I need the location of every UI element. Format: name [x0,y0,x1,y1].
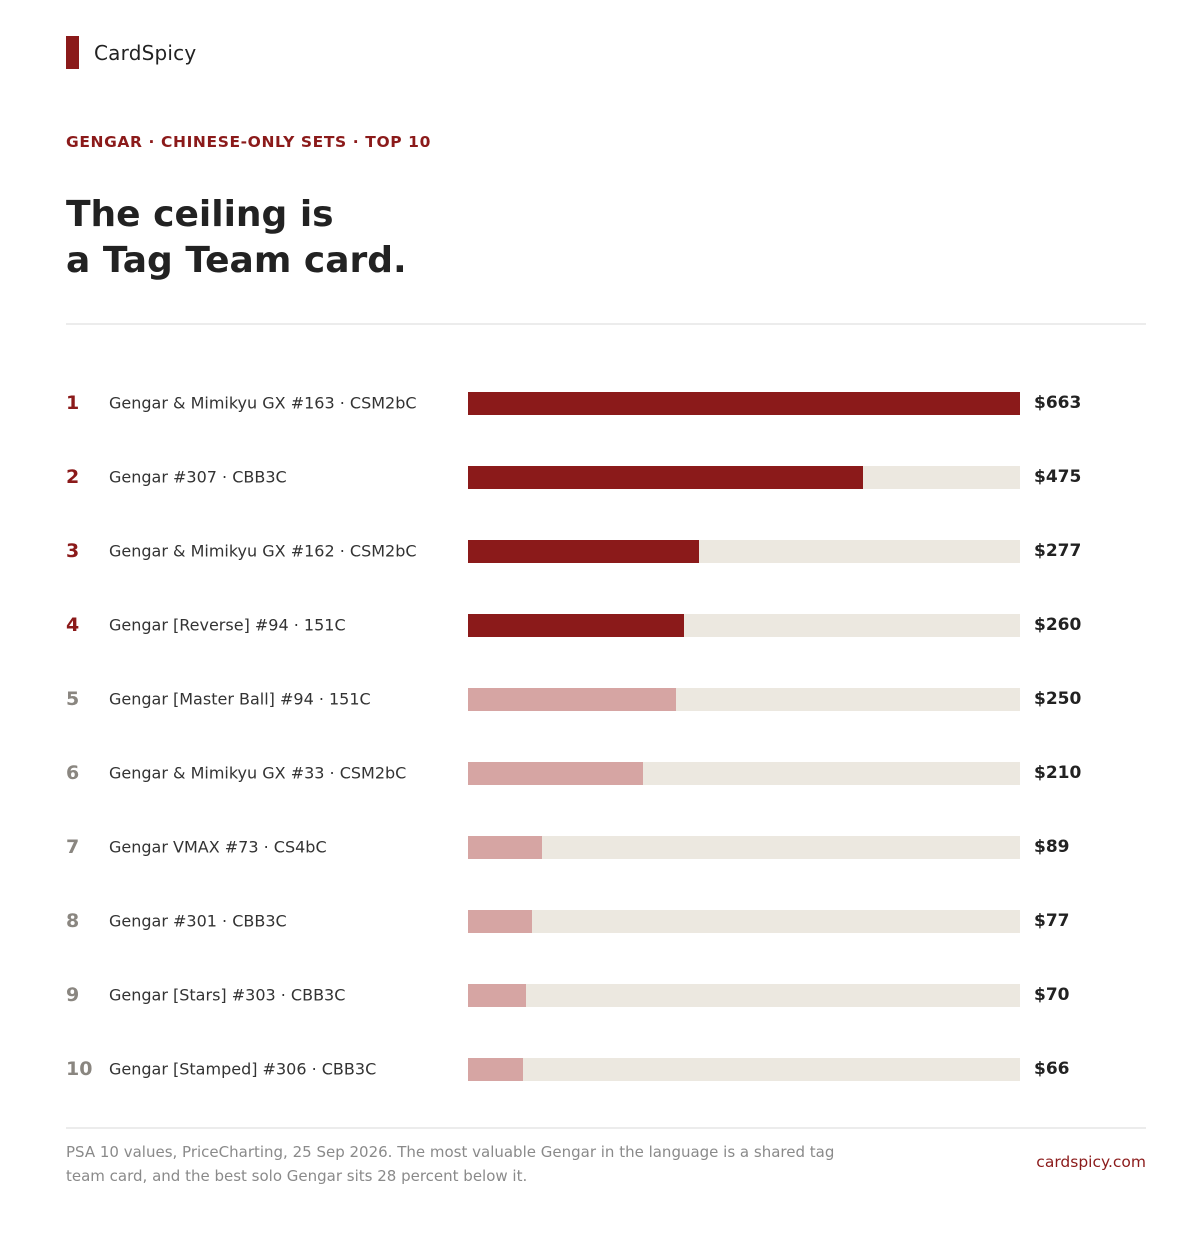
brand-name: CardSpicy [94,40,197,65]
value-label: $250 [1034,689,1082,709]
bar-track [468,614,1020,637]
chart-row: 3 Gengar & Mimikyu GX #162 · CSM2bC $277 [66,514,1146,588]
footnote: PSA 10 values, PriceCharting, 25 Sep 202… [66,1143,835,1185]
bar [468,984,527,1007]
bar-track [468,984,1020,1007]
brand-mark [66,36,79,69]
category-label: Gengar #301 · CBB3C [109,911,287,931]
category-label: Gengar & Mimikyu GX #162 · CSM2bC [109,541,417,561]
kicker: GENGAR · CHINESE-ONLY SETS · TOP 10 [66,133,431,151]
value-label: $89 [1034,837,1070,857]
bar [468,1058,523,1081]
headline: The ceiling is a Tag Team card. [66,192,407,284]
chart-row: 10 Gengar [Stamped] #306 · CBB3C $66 [66,1032,1146,1106]
category-label: Gengar #307 · CBB3C [109,467,287,487]
bar-track [468,392,1020,415]
value-label: $260 [1034,615,1082,635]
chart-row: 6 Gengar & Mimikyu GX #33 · CSM2bC $210 [66,736,1146,810]
rank-number: 3 [66,540,80,562]
rank-number: 2 [66,466,80,488]
value-label: $77 [1034,911,1070,931]
bar [468,762,643,785]
category-label: Gengar & Mimikyu GX #163 · CSM2bC [109,393,417,413]
divider-top [66,323,1146,325]
category-label: Gengar & Mimikyu GX #33 · CSM2bC [109,763,407,783]
bar [468,614,685,637]
chart-row: 9 Gengar [Stars] #303 · CBB3C $70 [66,958,1146,1032]
category-label: Gengar [Master Ball] #94 · 151C [109,689,371,709]
value-label: $70 [1034,985,1070,1005]
bar [468,540,699,563]
headline-line-1: The ceiling is [66,194,334,235]
bar-track [468,540,1020,563]
rank-number: 6 [66,762,80,784]
value-label: $66 [1034,1059,1070,1079]
bar-track [468,762,1020,785]
bar-track [468,1058,1020,1081]
bar [468,836,543,859]
value-label: $475 [1034,467,1082,487]
category-label: Gengar [Reverse] #94 · 151C [109,615,346,635]
bar-track [468,836,1020,859]
bar-track [468,466,1020,489]
chart-row: 2 Gengar #307 · CBB3C $475 [66,440,1146,514]
bar-track [468,688,1020,711]
divider-bottom [66,1127,1146,1129]
chart-row: 8 Gengar #301 · CBB3C $77 [66,884,1146,958]
rank-number: 1 [66,392,80,414]
bar [468,466,864,489]
category-label: Gengar VMAX #73 · CS4bC [109,837,327,857]
chart-row: 1 Gengar & Mimikyu GX #163 · CSM2bC $663 [66,366,1146,440]
bar [468,688,677,711]
value-label: $277 [1034,541,1082,561]
chart-row: 4 Gengar [Reverse] #94 · 151C $260 [66,588,1146,662]
category-label: Gengar [Stars] #303 · CBB3C [109,985,346,1005]
value-label: $210 [1034,763,1082,783]
rank-number: 8 [66,910,80,932]
rank-number: 10 [66,1058,93,1080]
rank-number: 5 [66,688,80,710]
chart-row: 5 Gengar [Master Ball] #94 · 151C $250 [66,662,1146,736]
bar-track [468,910,1020,933]
rank-number: 4 [66,614,80,636]
chart-row: 7 Gengar VMAX #73 · CS4bC $89 [66,810,1146,884]
bar [468,392,1020,415]
rank-number: 7 [66,836,80,858]
headline-line-2: a Tag Team card. [66,240,407,281]
brand: CardSpicy [66,36,196,69]
value-label: $663 [1034,393,1082,413]
bar [468,910,533,933]
rank-number: 9 [66,984,80,1006]
site-link[interactable]: cardspicy.com [1036,1153,1146,1171]
category-label: Gengar [Stamped] #306 · CBB3C [109,1059,377,1079]
